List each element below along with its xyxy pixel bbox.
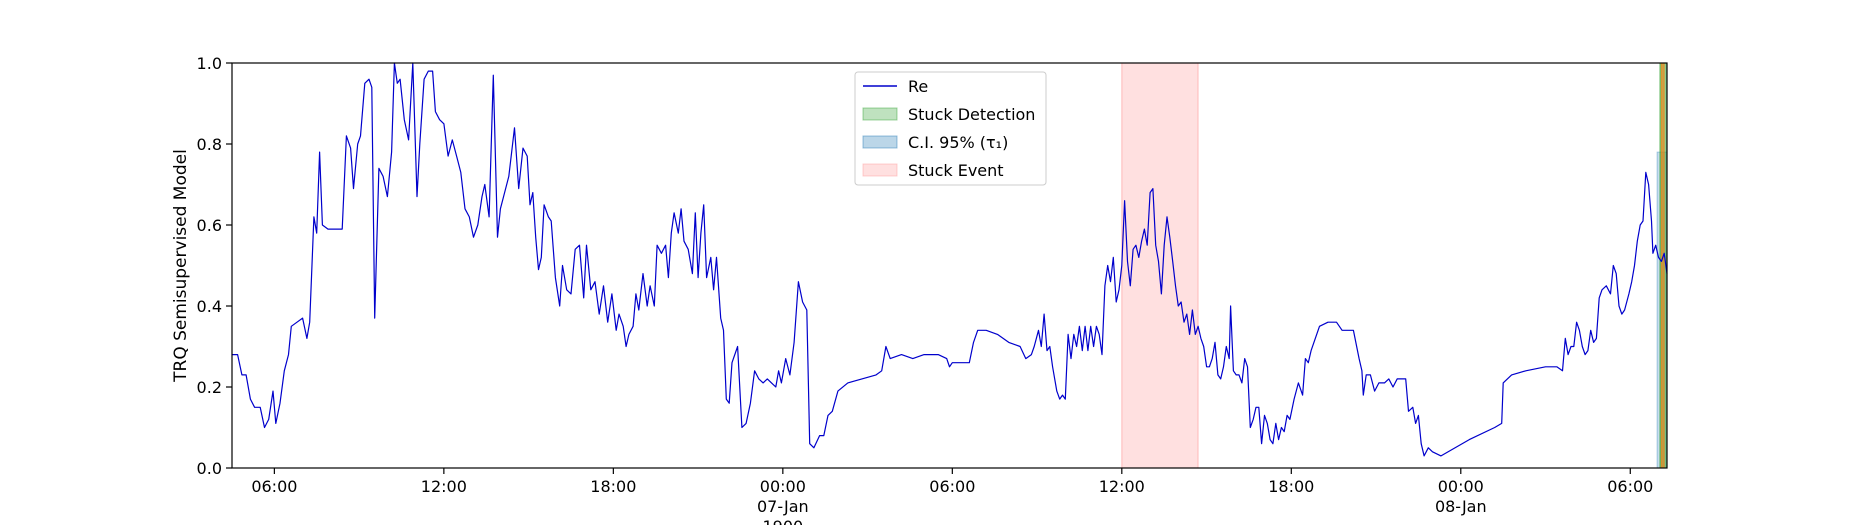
xtick-label-2-0: 18:00	[590, 477, 636, 496]
xtick-label-3-1: 07-Jan	[757, 497, 809, 516]
region-3	[1660, 62, 1665, 469]
ytick-label-4: 0.8	[197, 135, 222, 154]
legend-swatch-1	[862, 107, 898, 121]
region-0	[1121, 62, 1199, 469]
legend-label-1: Stuck Detection	[908, 105, 1035, 124]
xtick-label-7-0: 00:00	[1438, 477, 1484, 496]
xtick-label-1-0: 12:00	[421, 477, 467, 496]
xtick-label-8-0: 06:00	[1607, 477, 1653, 496]
legend-label-2: C.I. 95% (τ₁)	[908, 133, 1008, 152]
ytick-label-2: 0.4	[197, 297, 222, 316]
legend-label-0: Re	[908, 77, 928, 96]
regions-layer	[1121, 62, 1668, 469]
plot-frame	[231, 62, 1668, 469]
xtick-label-3-2: 1900	[762, 517, 803, 525]
xtick-label-5-0: 12:00	[1099, 477, 1145, 496]
xtick-label-3-0: 00:00	[760, 477, 806, 496]
legend-swatch-2	[862, 135, 898, 149]
ytick-label-0: 0.0	[197, 459, 222, 478]
xtick-layer: 06:0012:0018:0000:0007-Jan190006:0012:00…	[251, 468, 1653, 525]
ytick-label-3: 0.6	[197, 216, 222, 235]
xtick-label-6-0: 18:00	[1268, 477, 1314, 496]
ytick-label-1: 0.2	[197, 378, 222, 397]
y-axis-label: TRQ Semisupervised Model	[171, 149, 191, 383]
ytick-label-5: 1.0	[197, 54, 222, 73]
xtick-label-0-0: 06:00	[251, 477, 297, 496]
ytick-layer: 0.0 0.2 0.4 0.6 0.8 1.0	[197, 54, 232, 478]
series-line-re	[232, 62, 1668, 457]
xtick-label-7-1: 08-Jan	[1435, 497, 1487, 516]
legend-box	[854, 71, 1047, 186]
legend-label-3: Stuck Event	[908, 161, 1004, 180]
legend-swatch-3	[862, 163, 898, 177]
xtick-label-4-0: 06:00	[929, 477, 975, 496]
legend: Re Stuck Detection C.I. 95% (τ₁) Stuck Even…	[854, 71, 1047, 186]
